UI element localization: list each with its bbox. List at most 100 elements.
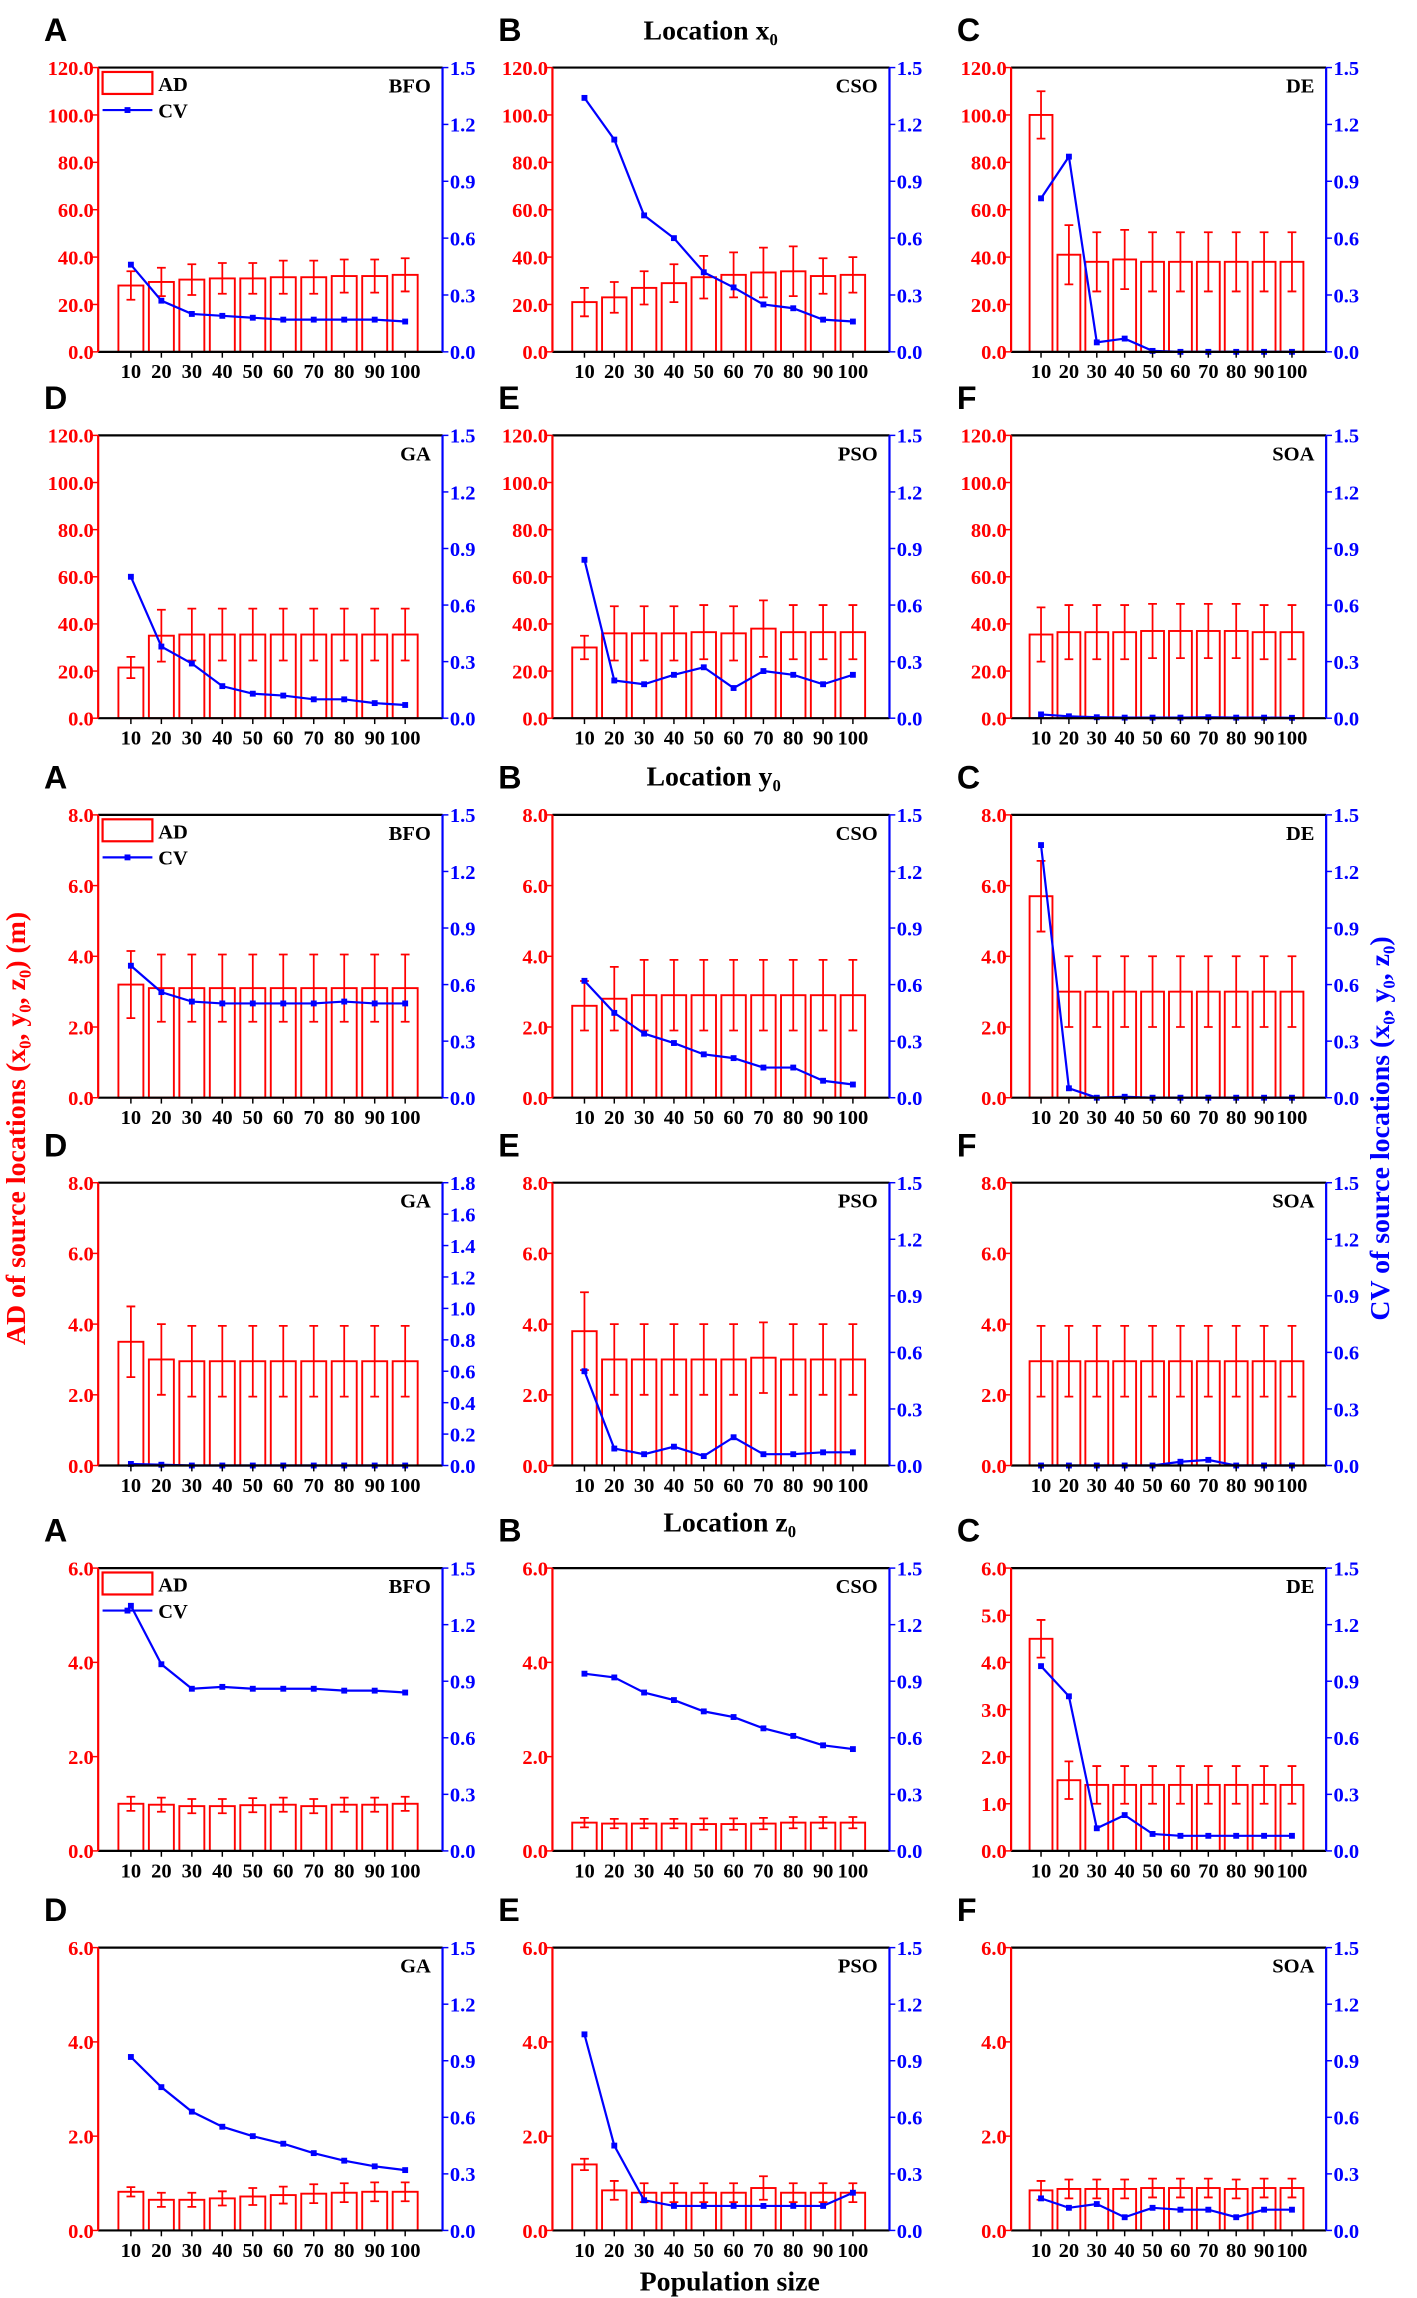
- ad-error-bar: [1259, 955, 1269, 1028]
- cv-point: [581, 977, 588, 984]
- cv-point: [127, 573, 134, 580]
- x-tick-label: 60: [273, 1107, 293, 1129]
- ad-error-bar: [759, 2175, 768, 2201]
- algorithm-label: DE: [1286, 823, 1314, 845]
- x-tick-label: 10: [1031, 2240, 1051, 2262]
- cv-point: [1065, 713, 1072, 720]
- cv-point: [249, 2133, 256, 2140]
- left-tick-label: 6.0: [68, 1938, 94, 1960]
- left-tick-label: 60.0: [971, 200, 1007, 222]
- right-tick-label: 0.6: [897, 1343, 923, 1365]
- ad-error-bar: [729, 605, 738, 662]
- ad-error-bar: [156, 1796, 166, 1813]
- x-tick-label: 10: [574, 361, 595, 383]
- ad-error-bar: [309, 2183, 319, 2204]
- legend-cv-marker: [124, 854, 131, 861]
- x-tick-label: 50: [694, 1107, 715, 1129]
- x-tick-label: 40: [212, 1860, 233, 1882]
- ad-error-bar: [339, 2182, 349, 2204]
- ad-error-bar: [669, 1817, 679, 1830]
- cv-point: [1038, 2195, 1044, 2202]
- left-tick-label: 0.0: [981, 1456, 1007, 1478]
- x-tick-label: 70: [1198, 1107, 1219, 1129]
- x-tick-label: 20: [604, 2240, 625, 2262]
- ad-error-bar: [187, 607, 197, 662]
- left-tick-label: 80.0: [512, 153, 548, 175]
- left-tick-label: 80.0: [971, 520, 1007, 542]
- x-tick-label: 70: [1198, 361, 1219, 383]
- ad-error-bar: [187, 953, 197, 1023]
- cv-point: [310, 316, 317, 323]
- x-tick-label: 70: [1198, 1860, 1219, 1882]
- x-tick-label: 70: [1198, 728, 1219, 750]
- x-tick-label: 90: [813, 1107, 833, 1129]
- x-tick-label: 10: [574, 1107, 595, 1129]
- left-tick-label: 20.0: [971, 295, 1007, 317]
- x-tick-label: 30: [182, 1475, 203, 1497]
- right-tick-label: 1.2: [1333, 1615, 1359, 1637]
- left-tick-label: 80.0: [58, 153, 94, 175]
- ad-error-bar: [400, 257, 410, 293]
- cv-point: [820, 2202, 827, 2209]
- x-tick-label: 80: [783, 2240, 803, 2262]
- cv-point: [310, 2150, 317, 2157]
- cv-point: [188, 660, 195, 667]
- left-tick-label: 6.0: [981, 1938, 1007, 1960]
- x-tick-label: 90: [813, 1860, 833, 1882]
- x-tick-label: 80: [783, 1475, 803, 1497]
- right-tick-label: 0.9: [450, 172, 476, 194]
- legend-ad-swatch: [101, 70, 154, 96]
- ad-error-bar: [818, 257, 828, 295]
- panel-letter: F: [957, 1892, 977, 1928]
- ad-error-bar: [278, 953, 288, 1023]
- right-tick-label: 1.2: [897, 115, 923, 137]
- panel-letter: B: [498, 760, 521, 796]
- ad-error-bar: [400, 607, 410, 662]
- cv-point: [760, 301, 767, 308]
- x-tick-label: 90: [813, 728, 833, 750]
- cv-point: [611, 1674, 618, 1681]
- x-tick-label: 60: [1170, 2240, 1190, 2262]
- left-tick-label: 1.0: [981, 1794, 1007, 1816]
- ad-error-bar: [1203, 955, 1213, 1028]
- x-tick-label: 50: [694, 361, 715, 383]
- right-tick-label: 0.0: [450, 342, 476, 364]
- ad-error-bar: [1064, 955, 1074, 1028]
- right-tick-label: 0.2: [450, 1424, 476, 1446]
- right-tick-label: 0.3: [897, 285, 923, 307]
- x-tick-label: 20: [1059, 728, 1080, 750]
- panel-y0-cso: B CSO 0.0 2.0 4.0 6.0 8.0 0.0 0.3 0.6 0.9 1.2 1.5 10 2…: [498, 760, 922, 1130]
- panel-y0-ga: D GA 0.0 2.0 4.0 6.0 8.0 0.0 0.2 0.4 0.6 0.8 1.0 1.2 1…: [44, 1127, 476, 1497]
- ad-error-bar: [1036, 859, 1046, 933]
- panel-letter: C: [957, 12, 980, 48]
- panel-x0-ga: D GA 0.0 20.0 40.0 60.0 80.0 100.0 120.0 0.0 0.3 0.…: [44, 380, 476, 750]
- panel-letter: A: [44, 1513, 67, 1549]
- x-tick-label: 90: [364, 361, 385, 383]
- right-tick-label: 0.9: [897, 1672, 923, 1694]
- right-tick-label: 1.2: [897, 1615, 923, 1637]
- panel-letter: A: [44, 760, 67, 796]
- x-tick-label: 10: [121, 2240, 142, 2262]
- ad-error-bar: [759, 599, 768, 658]
- ad-error-bar: [1120, 955, 1130, 1028]
- ad-error-bar: [1231, 603, 1241, 659]
- ad-error-bar: [1231, 955, 1241, 1028]
- cv-point: [158, 1661, 165, 1668]
- algorithm-label: BFO: [389, 823, 431, 845]
- cv-point: [219, 1683, 226, 1690]
- cv-point: [280, 316, 287, 323]
- x-tick-label: 30: [182, 361, 203, 383]
- left-tick-label: 6.0: [981, 1558, 1007, 1580]
- cv-point: [641, 1451, 648, 1458]
- cv-point: [310, 1685, 317, 1692]
- cv-point: [1093, 339, 1100, 346]
- cv-point: [849, 2189, 856, 2196]
- right-tick-label: 0.3: [1333, 652, 1359, 674]
- cv-point: [671, 2202, 677, 2209]
- right-tick-label: 0.6: [1333, 228, 1359, 250]
- ad-error-bar: [370, 607, 380, 662]
- left-tick-label: 120.0: [502, 426, 548, 448]
- ad-error-bar: [788, 604, 798, 661]
- left-tick-label: 40.0: [58, 247, 94, 269]
